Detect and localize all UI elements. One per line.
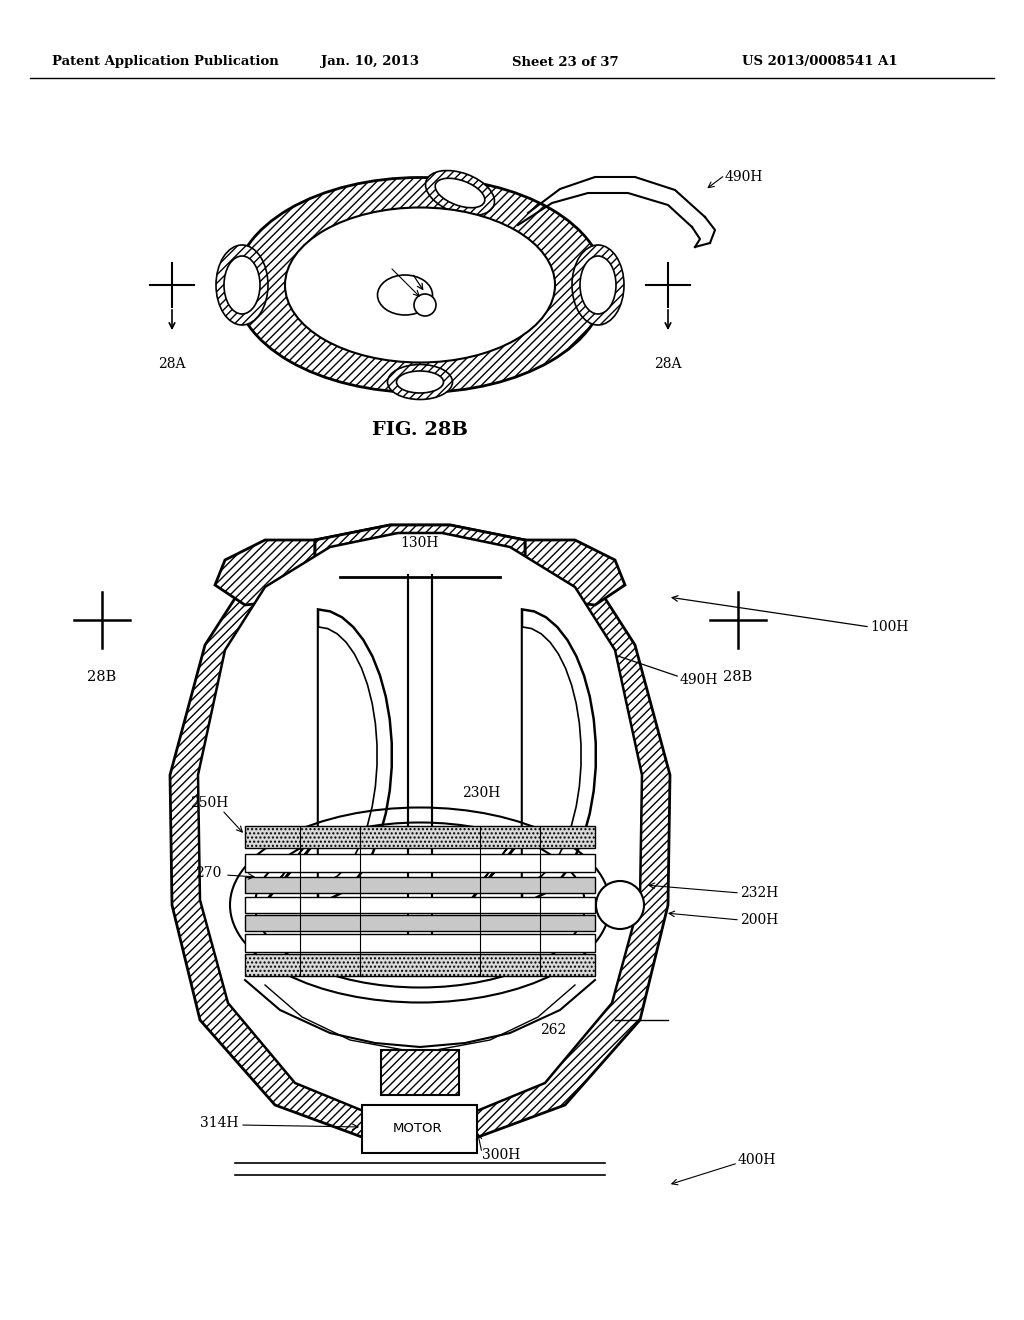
Text: 230H: 230H (462, 785, 501, 800)
Ellipse shape (435, 178, 484, 207)
Bar (245, 826, 595, 847)
Ellipse shape (414, 294, 436, 315)
Polygon shape (470, 610, 596, 900)
Polygon shape (340, 533, 500, 577)
Text: 300H: 300H (482, 1148, 520, 1162)
Bar (245, 876, 595, 894)
Text: MOTOR: MOTOR (393, 1122, 442, 1135)
Ellipse shape (224, 256, 260, 314)
Ellipse shape (426, 170, 495, 215)
Text: Sheet 23 of 37: Sheet 23 of 37 (512, 55, 618, 69)
Bar (245, 854, 595, 873)
Ellipse shape (396, 371, 443, 393)
Text: 250H: 250H (190, 796, 228, 810)
Text: 28A: 28A (654, 356, 682, 371)
Polygon shape (525, 540, 625, 605)
Text: 232H: 232H (740, 886, 778, 900)
Text: US 2013/0008541 A1: US 2013/0008541 A1 (742, 55, 898, 69)
Polygon shape (266, 610, 392, 900)
Polygon shape (198, 533, 642, 1123)
Ellipse shape (580, 256, 616, 314)
Polygon shape (170, 525, 670, 1147)
Text: 400H: 400H (738, 1152, 776, 1167)
Ellipse shape (216, 246, 268, 325)
Text: FIG. 28B: FIG. 28B (372, 421, 468, 440)
Ellipse shape (285, 207, 555, 363)
Polygon shape (276, 627, 377, 883)
Bar (408, 576, 432, 935)
Text: 130H: 130H (400, 536, 439, 550)
Bar (381, 1049, 459, 1096)
Text: 490H: 490H (725, 170, 763, 183)
Ellipse shape (234, 177, 605, 392)
Text: 314H: 314H (200, 1115, 239, 1130)
Bar (245, 935, 595, 952)
Polygon shape (315, 525, 525, 585)
Text: 262: 262 (540, 1023, 566, 1038)
Text: Patent Application Publication: Patent Application Publication (52, 55, 279, 69)
Text: Jan. 10, 2013: Jan. 10, 2013 (321, 55, 419, 69)
Text: 28B: 28B (723, 671, 753, 684)
Text: 200H: 200H (740, 913, 778, 927)
Text: 252H: 252H (368, 243, 407, 257)
Bar (245, 915, 595, 931)
Bar (362, 1105, 477, 1152)
Text: 28B: 28B (87, 671, 117, 684)
Text: 130H: 130H (400, 341, 439, 354)
Ellipse shape (387, 364, 453, 400)
Text: 490H: 490H (680, 673, 719, 686)
Polygon shape (215, 540, 315, 605)
Polygon shape (480, 627, 581, 883)
Text: 270: 270 (195, 866, 221, 880)
Ellipse shape (572, 246, 624, 325)
Text: 28A: 28A (159, 356, 185, 371)
Ellipse shape (378, 275, 432, 315)
Ellipse shape (596, 880, 644, 929)
Bar (245, 898, 595, 913)
Bar (245, 954, 595, 975)
Text: 100H: 100H (870, 620, 908, 634)
